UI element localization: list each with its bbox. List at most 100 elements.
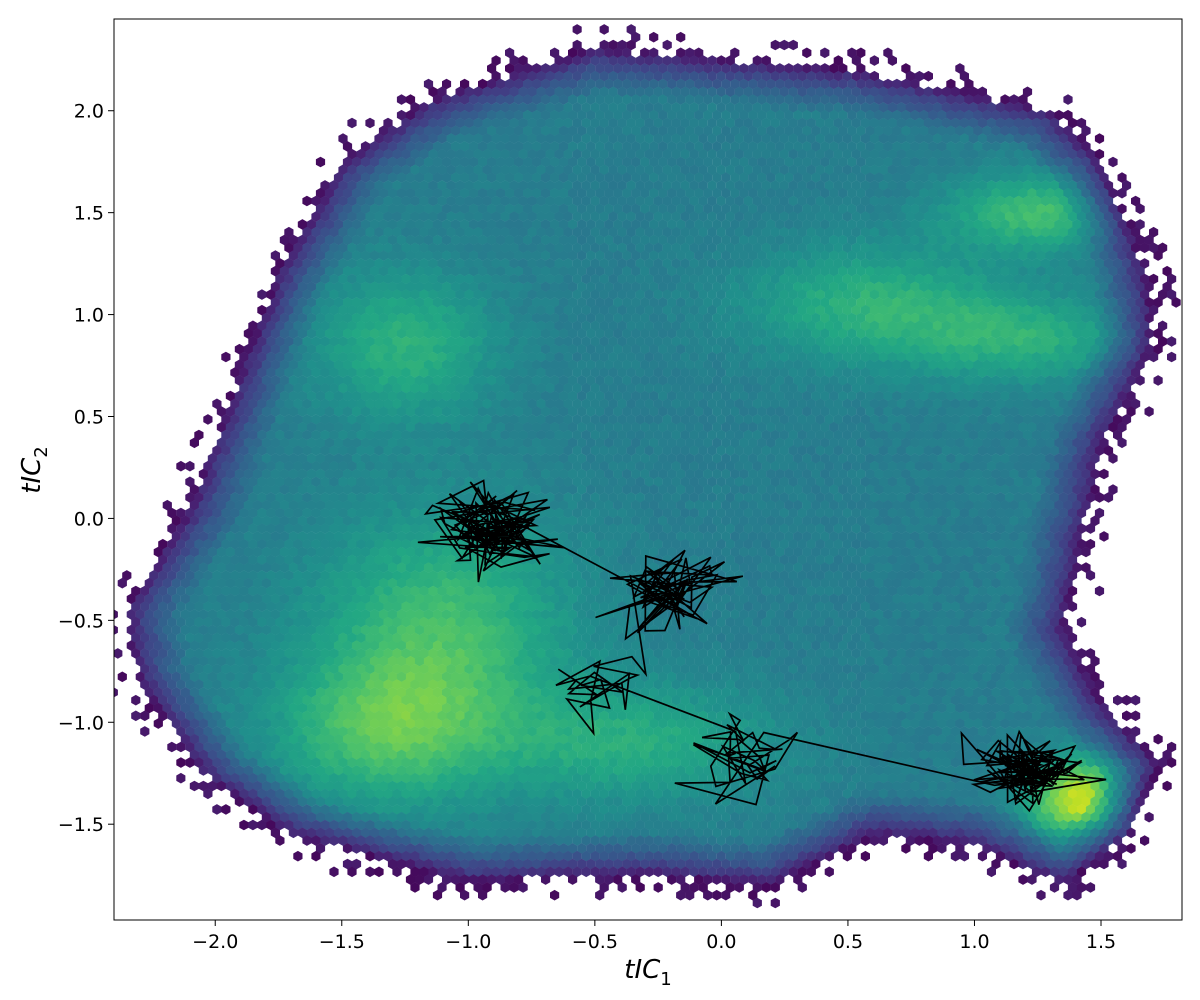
hexbin-cell bbox=[622, 47, 632, 59]
hexbin-cell bbox=[581, 148, 591, 160]
hexbin-cell bbox=[788, 133, 798, 144]
hexbin-cell bbox=[707, 55, 717, 66]
hexbin-cell bbox=[532, 63, 542, 74]
hexbin-cell bbox=[374, 180, 384, 191]
hexbin-cell bbox=[941, 164, 951, 176]
hexbin-cell bbox=[1081, 141, 1091, 152]
hexbin-cell bbox=[869, 102, 879, 113]
hexbin-cell bbox=[712, 141, 722, 152]
hexbin-cell bbox=[559, 109, 569, 121]
hexbin-cell bbox=[995, 148, 1006, 160]
hexbin-cell bbox=[676, 125, 686, 137]
hexbin-cell bbox=[712, 78, 722, 90]
hexbin-cell bbox=[707, 164, 717, 176]
hexbin-cell bbox=[752, 133, 762, 144]
hexbin-cell bbox=[716, 117, 726, 129]
hexbin-cell bbox=[617, 117, 627, 129]
hexbin-cell bbox=[545, 164, 555, 176]
hexbin-cell bbox=[703, 94, 713, 105]
hexbin-cell bbox=[604, 141, 614, 152]
hexbin-cell bbox=[1108, 156, 1118, 168]
hexbin-cell bbox=[685, 109, 695, 121]
hexbin-cell bbox=[559, 78, 569, 90]
hexbin-cell bbox=[514, 78, 524, 90]
hexbin-cell bbox=[460, 156, 470, 168]
hexbin-cell bbox=[428, 86, 438, 98]
hexbin-cell bbox=[442, 172, 452, 183]
hexbin-cell bbox=[1063, 94, 1073, 105]
hexbin-cell bbox=[545, 102, 555, 113]
hexbin-cell bbox=[451, 156, 461, 168]
hexbin-cell bbox=[401, 133, 411, 144]
hexbin-cell bbox=[716, 164, 726, 176]
hexbin-cell bbox=[333, 172, 344, 183]
hexbin-cell bbox=[608, 148, 618, 160]
hexbin-cell bbox=[387, 172, 398, 183]
hexbin-cell bbox=[761, 164, 771, 176]
hexbin-cell bbox=[725, 55, 735, 66]
hexbin-cell bbox=[1058, 164, 1069, 176]
hexbin-cell bbox=[1036, 109, 1046, 121]
hexbin-cell bbox=[928, 141, 938, 152]
hexbin-cell bbox=[369, 141, 380, 152]
hexbin-cell bbox=[563, 133, 573, 144]
hexbin-cell bbox=[563, 86, 573, 98]
hexbin-cell bbox=[860, 117, 870, 129]
hexbin-cell bbox=[446, 148, 456, 160]
hexbin-cell bbox=[640, 94, 650, 105]
hexbin-cell bbox=[523, 125, 533, 137]
hexbin-cell bbox=[491, 180, 501, 191]
hexbin-cell bbox=[874, 172, 884, 183]
hexbin-cell bbox=[793, 94, 803, 105]
hexbin-cell bbox=[856, 63, 866, 74]
hexbin-cell bbox=[599, 180, 609, 191]
hexbin-cell bbox=[509, 55, 519, 66]
hexbin-cell bbox=[977, 133, 987, 144]
hexbin-cell bbox=[887, 133, 897, 144]
hexbin-cell bbox=[743, 133, 753, 144]
hexbin-cell bbox=[622, 172, 632, 183]
hexbin-cell bbox=[536, 70, 546, 82]
hexbin-cell bbox=[505, 172, 515, 183]
hexbin-cell bbox=[428, 180, 438, 191]
hexbin-cell bbox=[626, 117, 636, 129]
hexbin-cell bbox=[586, 172, 596, 183]
hexbin-cell bbox=[644, 70, 654, 82]
hexbin-cell bbox=[437, 148, 447, 160]
hexbin-cell bbox=[595, 125, 605, 137]
hexbin-cell bbox=[1013, 148, 1024, 160]
hexbin-cell bbox=[977, 86, 987, 98]
hexbin-cell bbox=[496, 125, 506, 137]
hexbin-cell bbox=[896, 86, 906, 98]
hexbin-cell bbox=[752, 180, 762, 191]
hexbin-cell bbox=[595, 109, 605, 121]
hexbin-cell bbox=[779, 180, 789, 191]
hexbin-cell bbox=[901, 78, 911, 90]
hexbin-cell bbox=[356, 148, 366, 160]
hexbin-cell bbox=[910, 78, 920, 90]
hexbin-cell bbox=[676, 47, 686, 59]
hexbin-cell bbox=[572, 24, 582, 35]
hexbin-cell bbox=[973, 109, 983, 121]
hexbin-cell bbox=[662, 148, 672, 160]
hexbin-cell bbox=[581, 102, 591, 113]
hexbin-cell bbox=[599, 164, 609, 176]
hexbin-cell bbox=[649, 156, 659, 168]
hexbin-cell bbox=[784, 141, 794, 152]
hexbin-cell bbox=[410, 102, 420, 113]
hexbin-cell bbox=[423, 109, 434, 121]
hexbin-cell bbox=[950, 117, 960, 129]
hexbin-cell bbox=[892, 125, 902, 137]
hexbin-cell bbox=[671, 148, 681, 160]
hexbin-cell bbox=[586, 156, 596, 168]
hexbin-cell bbox=[491, 133, 501, 144]
hexbin-cell bbox=[676, 109, 686, 121]
hexbin-cell bbox=[851, 102, 861, 113]
hexbin-cell bbox=[482, 102, 492, 113]
hexbin-cell bbox=[824, 148, 834, 160]
hexbin-cell bbox=[896, 148, 906, 160]
hexbin-cell bbox=[698, 164, 708, 176]
hexbin-cell bbox=[851, 164, 861, 176]
hexbin-cell bbox=[432, 125, 443, 137]
hexbin-cell bbox=[410, 164, 420, 176]
